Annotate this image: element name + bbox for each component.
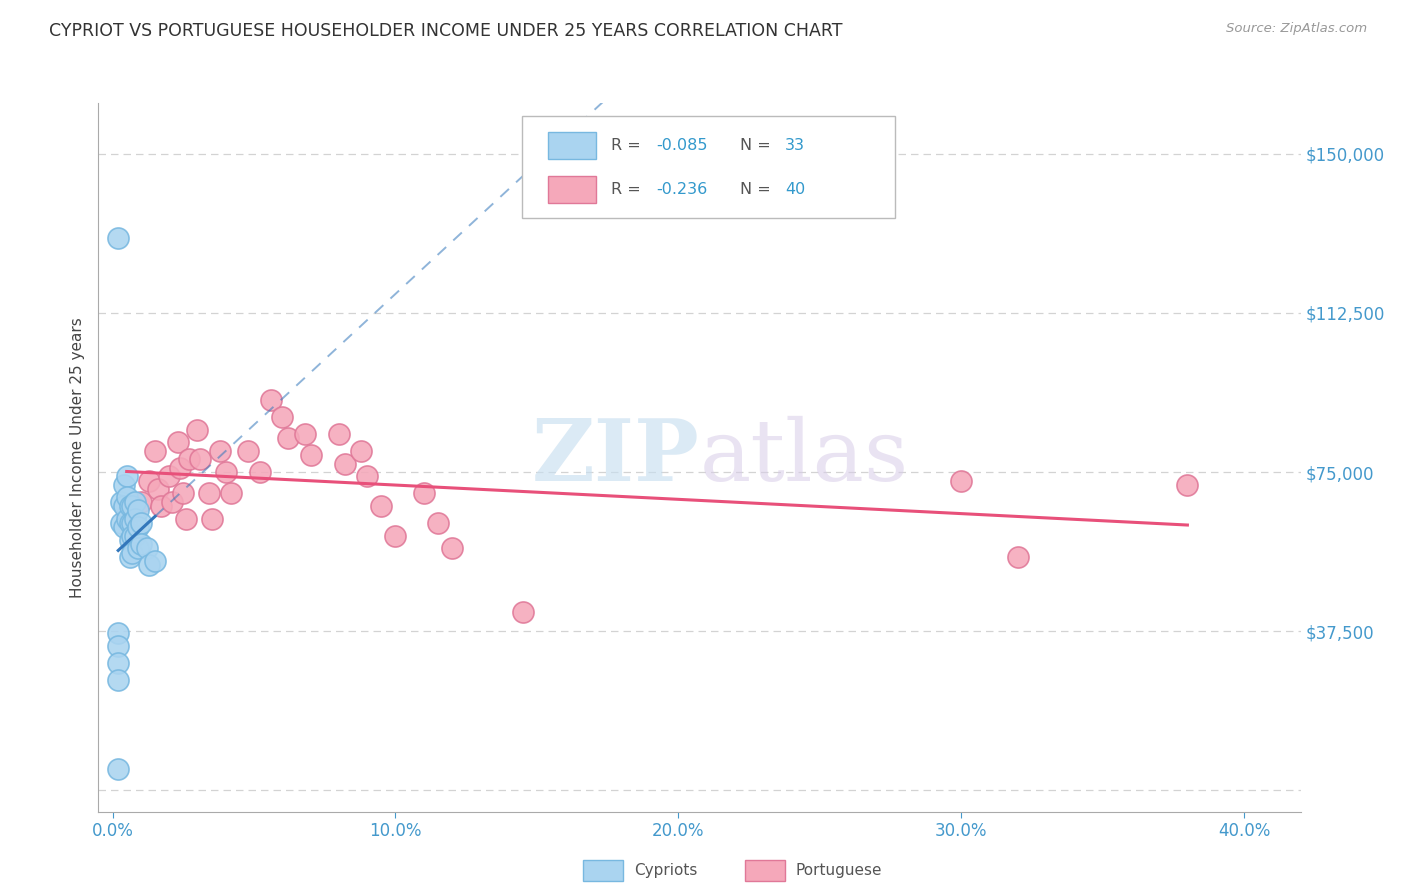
- Point: [238, 443, 260, 458]
- Point: [200, 512, 222, 526]
- FancyBboxPatch shape: [522, 116, 896, 219]
- Point: [138, 474, 160, 488]
- Point: [107, 762, 129, 776]
- Point: [271, 409, 294, 424]
- Text: -0.236: -0.236: [657, 182, 707, 196]
- Point: [143, 554, 166, 568]
- Point: [135, 541, 157, 556]
- Bar: [548, 132, 596, 159]
- Text: Source: ZipAtlas.com: Source: ZipAtlas.com: [1226, 22, 1367, 36]
- Point: [1007, 549, 1029, 564]
- Point: [426, 516, 449, 530]
- Point: [110, 516, 132, 530]
- Point: [197, 486, 219, 500]
- Point: [127, 541, 149, 556]
- Point: [333, 457, 356, 471]
- Bar: [548, 176, 596, 202]
- Point: [188, 452, 211, 467]
- Point: [118, 549, 141, 564]
- Point: [215, 465, 238, 479]
- Point: [107, 626, 129, 640]
- Point: [160, 494, 183, 508]
- Point: [107, 231, 129, 245]
- Y-axis label: Householder Income Under 25 years: Householder Income Under 25 years: [69, 317, 84, 598]
- Point: [299, 448, 322, 462]
- Point: [118, 533, 141, 547]
- Point: [121, 516, 143, 530]
- Point: [370, 499, 392, 513]
- Point: [260, 392, 283, 407]
- Point: [107, 639, 129, 653]
- Point: [384, 529, 406, 543]
- Point: [512, 605, 534, 619]
- Point: [166, 435, 188, 450]
- Point: [209, 443, 232, 458]
- Point: [356, 469, 378, 483]
- Text: -0.085: -0.085: [657, 137, 707, 153]
- Point: [129, 494, 152, 508]
- Point: [112, 520, 135, 534]
- Point: [124, 494, 146, 508]
- Point: [118, 499, 141, 513]
- Text: N =: N =: [741, 182, 776, 196]
- Point: [138, 558, 160, 573]
- Point: [172, 486, 194, 500]
- Point: [277, 431, 299, 445]
- Point: [350, 443, 373, 458]
- Point: [124, 512, 146, 526]
- Point: [249, 465, 271, 479]
- Text: R =: R =: [610, 182, 645, 196]
- Point: [294, 426, 316, 441]
- Point: [110, 494, 132, 508]
- Text: 40: 40: [785, 182, 806, 196]
- Point: [157, 469, 180, 483]
- Text: 33: 33: [785, 137, 804, 153]
- Point: [118, 516, 141, 530]
- Text: Cypriots: Cypriots: [634, 863, 697, 878]
- Point: [440, 541, 463, 556]
- Text: atlas: atlas: [700, 416, 908, 499]
- Point: [169, 460, 191, 475]
- Point: [1177, 477, 1199, 491]
- Point: [107, 673, 129, 687]
- Point: [186, 423, 208, 437]
- Text: CYPRIOT VS PORTUGUESE HOUSEHOLDER INCOME UNDER 25 YEARS CORRELATION CHART: CYPRIOT VS PORTUGUESE HOUSEHOLDER INCOME…: [49, 22, 842, 40]
- Point: [149, 499, 172, 513]
- Text: Portuguese: Portuguese: [796, 863, 883, 878]
- Point: [121, 529, 143, 543]
- Point: [112, 499, 135, 513]
- Point: [127, 503, 149, 517]
- Point: [129, 537, 152, 551]
- Point: [146, 482, 169, 496]
- Point: [221, 486, 243, 500]
- Text: R =: R =: [610, 137, 645, 153]
- Point: [115, 491, 138, 505]
- Point: [121, 546, 143, 560]
- Point: [107, 656, 129, 670]
- Point: [127, 520, 149, 534]
- Text: ZIP: ZIP: [531, 415, 700, 500]
- Point: [177, 452, 200, 467]
- Point: [115, 469, 138, 483]
- Point: [412, 486, 434, 500]
- Point: [129, 516, 152, 530]
- Point: [121, 499, 143, 513]
- Point: [950, 474, 973, 488]
- Point: [174, 512, 197, 526]
- Point: [112, 477, 135, 491]
- Point: [115, 508, 138, 522]
- Point: [115, 512, 138, 526]
- Point: [124, 529, 146, 543]
- Point: [328, 426, 350, 441]
- Text: N =: N =: [741, 137, 776, 153]
- Point: [143, 443, 166, 458]
